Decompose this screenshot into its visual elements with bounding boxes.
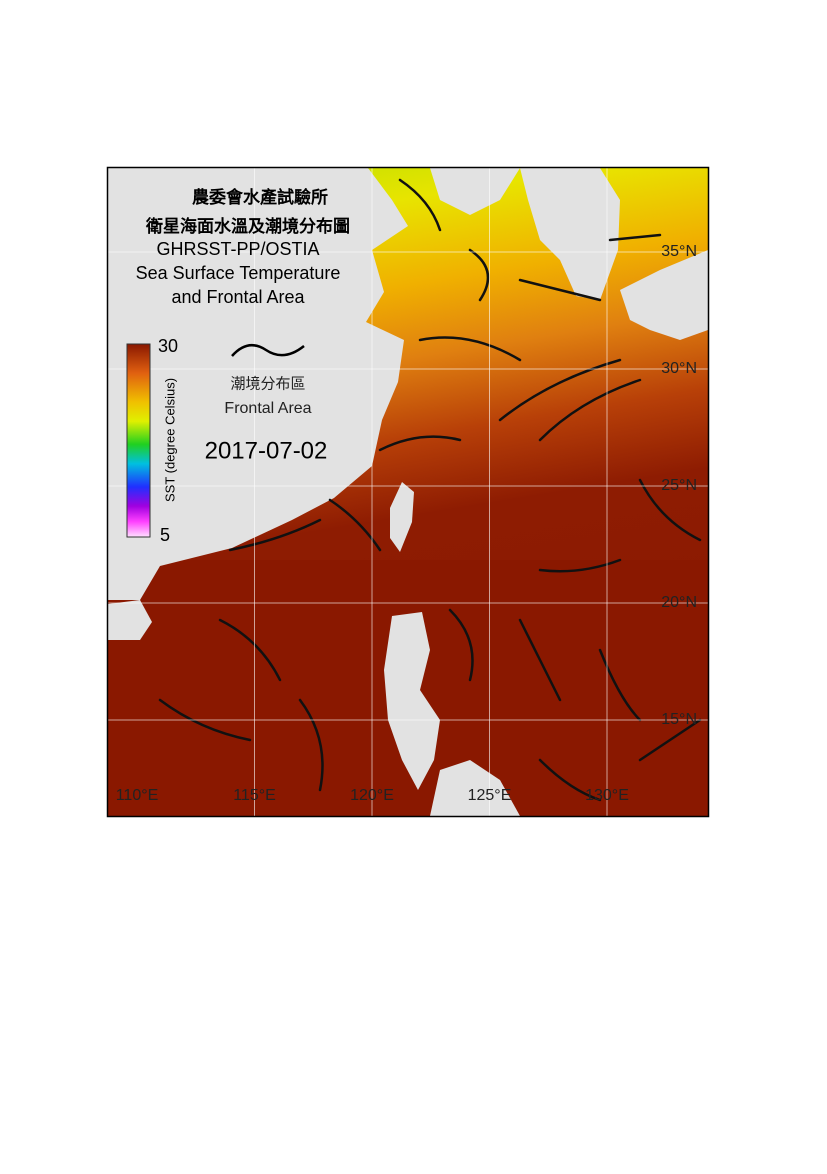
- colorbar: [126, 343, 151, 538]
- philippines-land: [430, 760, 520, 816]
- legend-symbol: [231, 343, 305, 357]
- lat-label: 15°N: [661, 711, 697, 728]
- graticule: [108, 168, 708, 816]
- shandong-land: [430, 168, 520, 215]
- lon-label: 120°E: [350, 787, 394, 804]
- china-land: [108, 168, 408, 600]
- map-frame: [106, 166, 710, 818]
- title-en: and Frontal Area: [171, 287, 305, 307]
- lat-label: 25°N: [661, 477, 697, 494]
- lat-label: 35°N: [661, 243, 697, 260]
- lon-label: 125°E: [468, 787, 512, 804]
- colorbar-max: 30: [158, 336, 178, 356]
- legend-en: Frontal Area: [224, 400, 311, 417]
- front-lines: [158, 178, 702, 802]
- luzon-land: [384, 612, 440, 790]
- colorbar-min: 5: [160, 525, 170, 545]
- legend-zh: 潮境分布區: [230, 375, 305, 393]
- taiwan-land: [390, 482, 414, 552]
- title-en: Sea Surface Temperature: [136, 263, 341, 283]
- title-zh: 農委會水產試驗所: [192, 187, 328, 208]
- lat-label: 30°N: [661, 360, 697, 377]
- lon-label: 130°E: [585, 787, 629, 804]
- map-area: [108, 168, 708, 816]
- colorbar-label: SST (degree Celsius): [162, 378, 177, 502]
- title-zh: 衛星海面水溫及潮境分布圖: [145, 216, 350, 237]
- korea-land: [520, 168, 620, 300]
- source: GHRSST-PP/OSTIA: [156, 239, 319, 259]
- japan-land: [620, 250, 708, 340]
- lat-label: 20°N: [661, 594, 697, 611]
- lon-label: 115°E: [233, 787, 276, 804]
- hainan-land: [108, 600, 152, 640]
- title-block: 農委會水產試驗所 衛星海面水溫及潮境分布圖: [145, 187, 350, 237]
- date: 2017-07-02: [205, 437, 328, 464]
- lon-label: 110°E: [116, 787, 159, 804]
